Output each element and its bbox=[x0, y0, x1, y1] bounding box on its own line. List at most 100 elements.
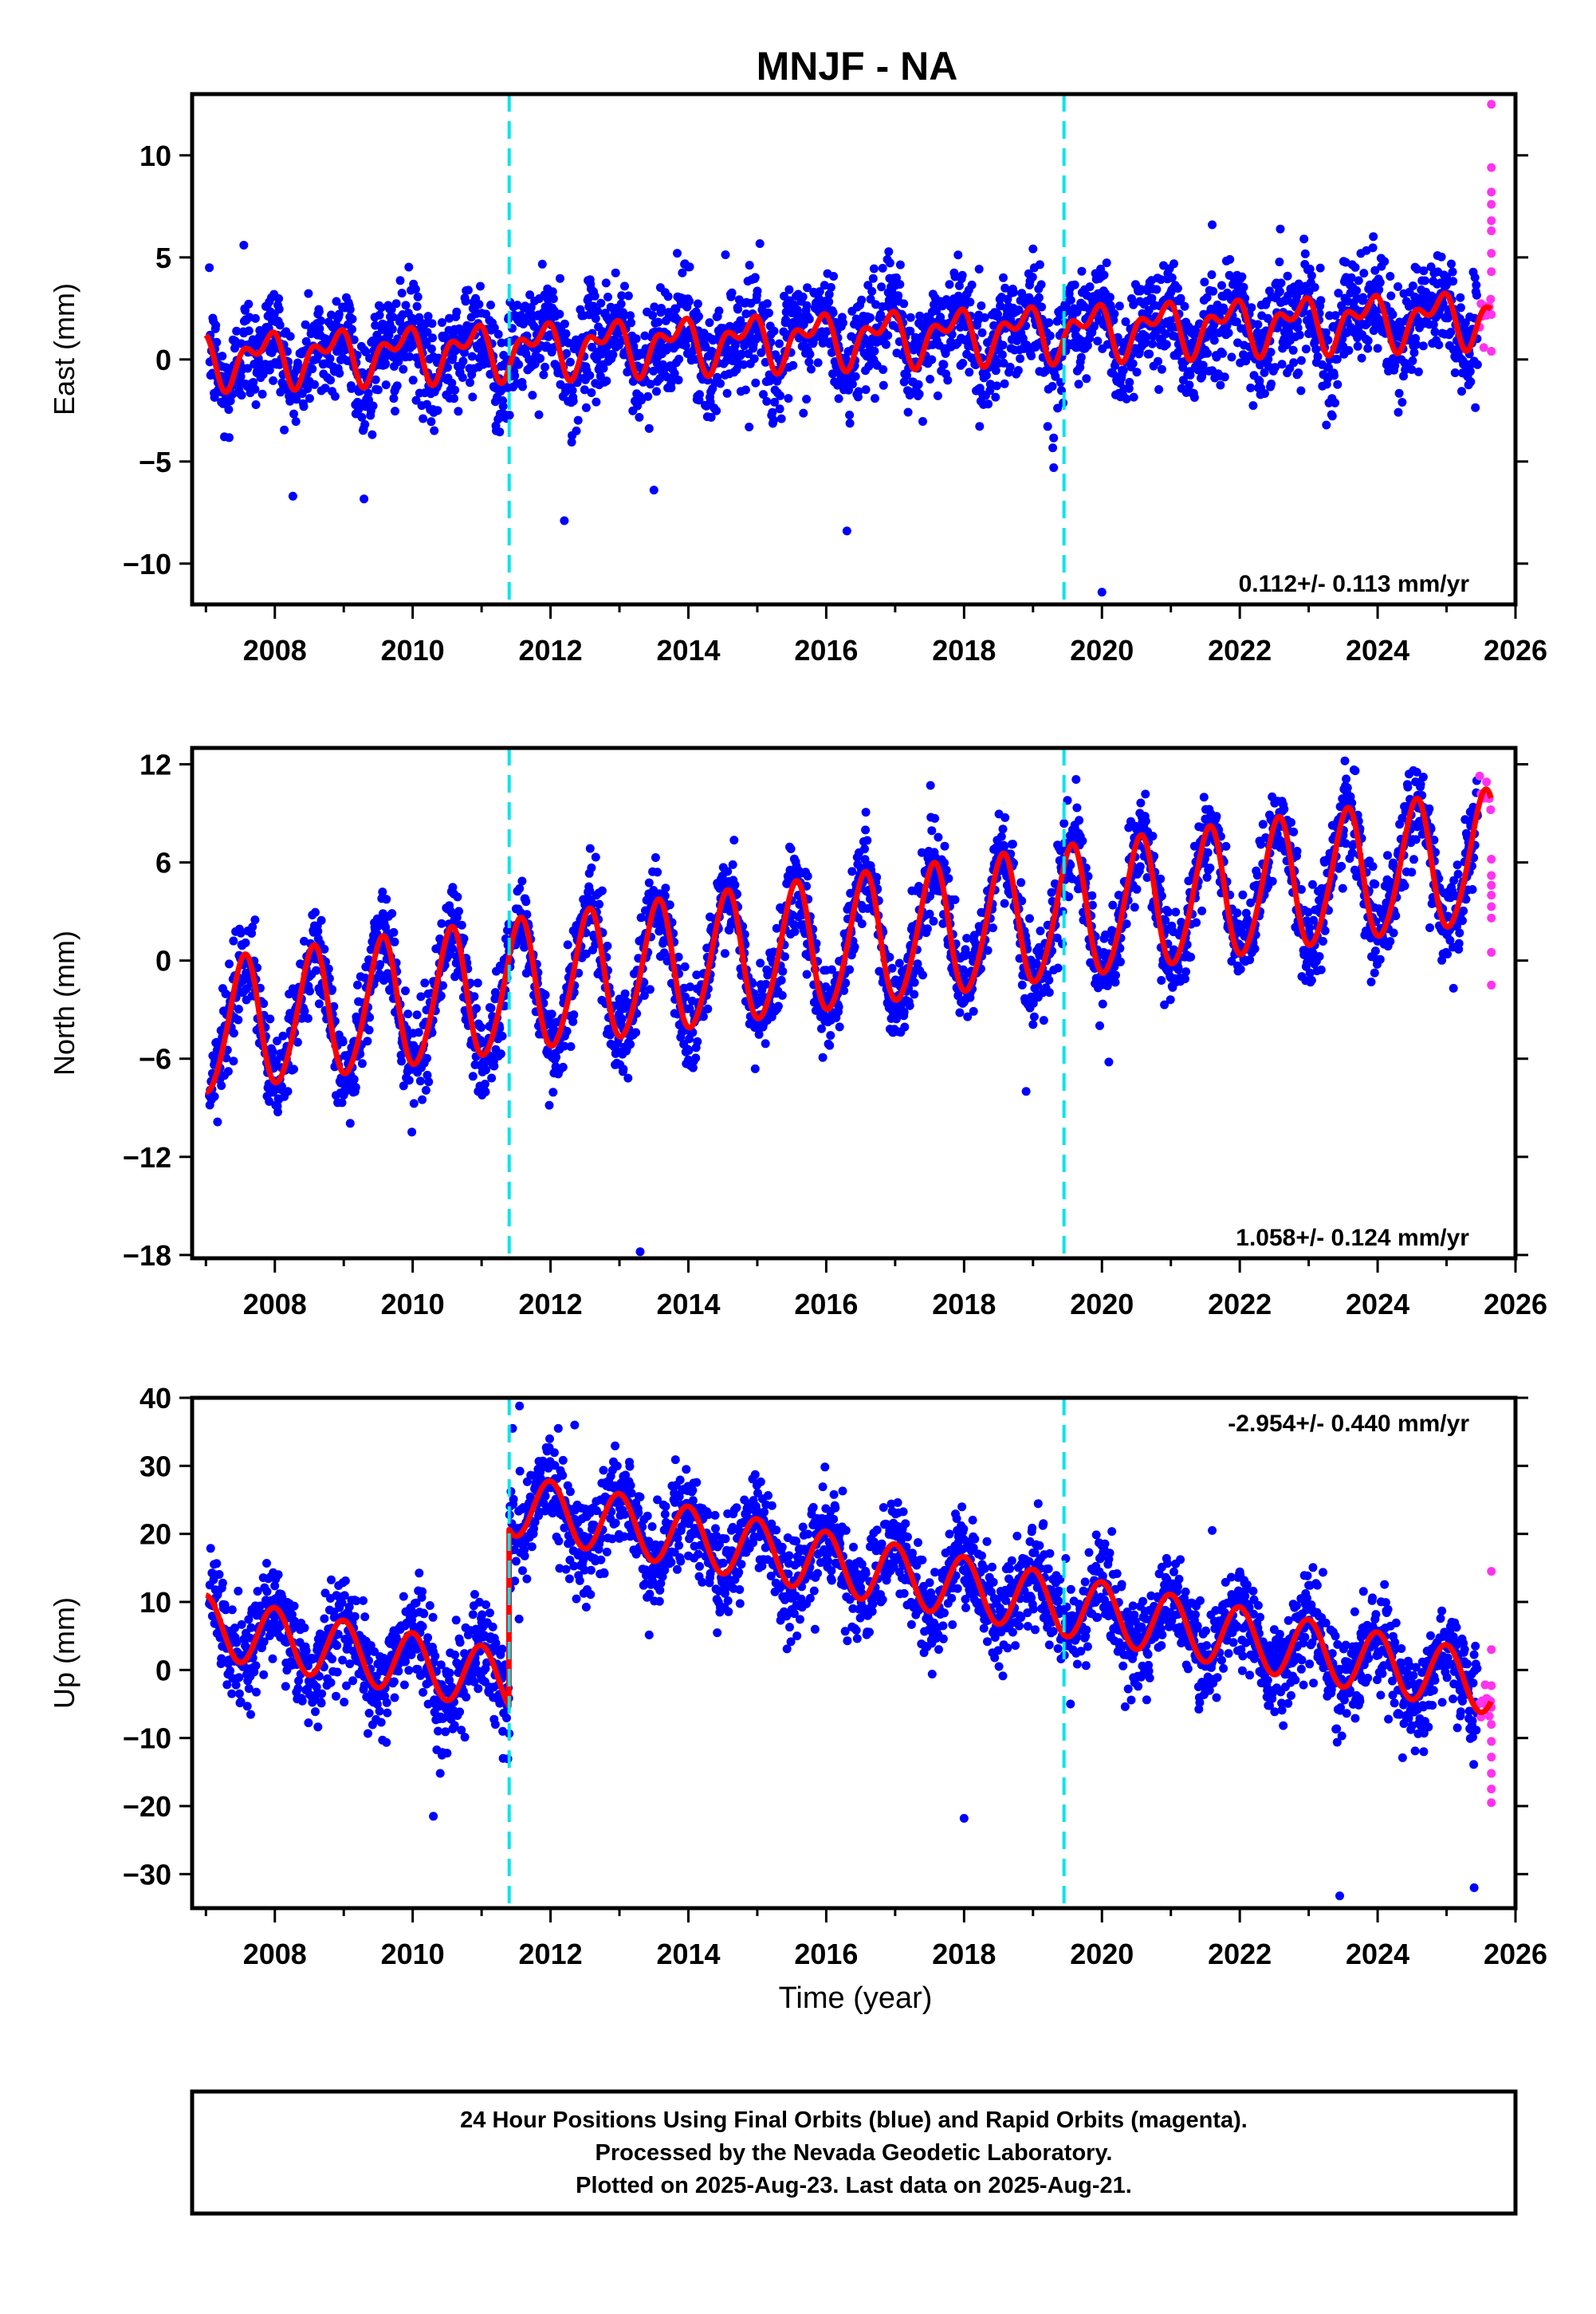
final-orbit-point bbox=[210, 392, 219, 402]
final-orbit-point bbox=[945, 280, 954, 289]
final-orbit-point bbox=[505, 411, 514, 420]
final-orbit-point bbox=[381, 359, 391, 368]
final-orbit-point bbox=[776, 391, 785, 400]
final-orbit-point bbox=[225, 959, 234, 969]
final-orbit-point bbox=[981, 371, 991, 380]
final-orbit-point bbox=[1276, 278, 1286, 288]
final-orbit-point bbox=[1413, 367, 1423, 376]
rapid-orbit-point bbox=[1487, 163, 1496, 172]
final-orbit-point bbox=[1157, 364, 1166, 374]
final-orbit-point bbox=[1227, 352, 1236, 362]
final-orbit-point bbox=[236, 372, 246, 381]
final-orbit-point bbox=[627, 318, 636, 328]
final-orbit-point bbox=[418, 1095, 427, 1104]
final-orbit-point bbox=[839, 986, 849, 995]
final-orbit-point bbox=[1253, 320, 1263, 329]
final-orbit-point bbox=[364, 395, 373, 404]
final-orbit-point bbox=[906, 313, 915, 322]
y-tick-label: −5 bbox=[139, 446, 171, 478]
final-orbit-point bbox=[900, 1022, 910, 1032]
final-orbit-point bbox=[278, 1031, 288, 1041]
final-orbit-point bbox=[427, 417, 436, 427]
final-orbit-point bbox=[716, 379, 725, 388]
final-orbit-point bbox=[1035, 260, 1044, 270]
final-orbit-point bbox=[243, 364, 253, 373]
final-orbit-point bbox=[229, 1057, 238, 1066]
final-orbit-point bbox=[225, 433, 234, 443]
final-orbit-point bbox=[544, 1100, 554, 1110]
final-orbit-point bbox=[884, 247, 894, 257]
final-orbit-point bbox=[301, 336, 311, 346]
final-orbit-point bbox=[326, 376, 335, 385]
final-orbit-point bbox=[829, 272, 839, 281]
final-orbit-point bbox=[433, 406, 442, 415]
final-orbit-point bbox=[997, 350, 1007, 360]
final-orbit-point bbox=[1352, 285, 1362, 295]
final-orbit-point bbox=[883, 331, 893, 340]
final-orbit-point bbox=[790, 927, 800, 936]
final-orbit-point bbox=[495, 427, 505, 437]
final-orbit-point bbox=[705, 318, 714, 328]
final-orbit-point bbox=[357, 1059, 367, 1068]
final-orbit-point bbox=[447, 378, 457, 388]
final-orbit-point bbox=[1386, 272, 1395, 281]
final-orbit-point bbox=[305, 986, 314, 996]
final-orbit-point bbox=[1327, 411, 1337, 421]
final-orbit-point bbox=[691, 1053, 701, 1063]
final-orbit-point bbox=[489, 1061, 499, 1071]
final-orbit-point bbox=[558, 1062, 568, 1072]
final-orbit-point bbox=[866, 313, 875, 322]
final-orbit-point bbox=[857, 295, 867, 305]
final-orbit-point bbox=[205, 263, 214, 273]
final-orbit-point bbox=[1013, 366, 1023, 375]
final-orbit-point bbox=[1301, 344, 1311, 354]
final-orbit-point bbox=[497, 1031, 507, 1041]
final-orbit-point bbox=[477, 1023, 486, 1032]
final-orbit-point bbox=[337, 1098, 347, 1108]
final-orbit-point bbox=[623, 291, 633, 301]
final-orbit-point bbox=[581, 403, 591, 412]
final-orbit-point bbox=[802, 395, 812, 404]
final-orbit-point bbox=[750, 273, 760, 282]
final-orbit-point bbox=[616, 299, 626, 309]
final-orbit-point bbox=[620, 989, 630, 998]
final-orbit-point bbox=[560, 319, 569, 329]
final-orbit-point bbox=[918, 970, 927, 980]
final-orbit-point bbox=[695, 390, 704, 399]
final-orbit-point bbox=[412, 301, 422, 311]
final-orbit-point bbox=[955, 1008, 965, 1017]
final-orbit-point bbox=[1472, 281, 1481, 289]
final-orbit-point bbox=[1472, 360, 1482, 369]
final-orbit-point bbox=[316, 915, 326, 925]
final-orbit-point bbox=[1388, 310, 1397, 319]
final-orbit-point bbox=[745, 261, 754, 270]
final-orbit-point bbox=[330, 392, 340, 401]
final-orbit-point bbox=[390, 937, 399, 946]
final-orbit-point bbox=[842, 526, 851, 536]
final-orbit-point bbox=[666, 384, 676, 392]
final-orbit-point bbox=[1036, 280, 1046, 289]
final-orbit-point bbox=[953, 250, 963, 260]
final-orbit-point bbox=[750, 1064, 760, 1073]
final-orbit-point bbox=[1296, 386, 1306, 396]
final-orbit-point bbox=[1025, 914, 1034, 923]
final-orbit-point bbox=[1322, 420, 1331, 430]
final-orbit-point bbox=[693, 1037, 702, 1046]
final-orbit-point bbox=[1203, 348, 1213, 358]
final-orbit-point bbox=[1368, 243, 1378, 253]
final-orbit-point bbox=[232, 326, 242, 336]
final-orbit-point bbox=[534, 410, 544, 419]
final-orbit-point bbox=[489, 323, 499, 333]
final-orbit-point bbox=[857, 919, 867, 928]
x-tick-label: 2016 bbox=[794, 634, 858, 667]
final-orbit-point bbox=[1185, 380, 1194, 390]
final-orbit-point bbox=[1448, 267, 1457, 277]
final-orbit-point bbox=[596, 298, 606, 308]
final-orbit-point bbox=[943, 376, 953, 385]
final-orbit-point bbox=[304, 289, 313, 298]
final-orbit-point bbox=[363, 1037, 372, 1046]
final-orbit-point bbox=[218, 352, 227, 361]
rate-label: 0.112+/- 0.113 mm/yr bbox=[1239, 571, 1470, 597]
final-orbit-point bbox=[1408, 356, 1417, 365]
final-orbit-point bbox=[289, 1065, 298, 1074]
